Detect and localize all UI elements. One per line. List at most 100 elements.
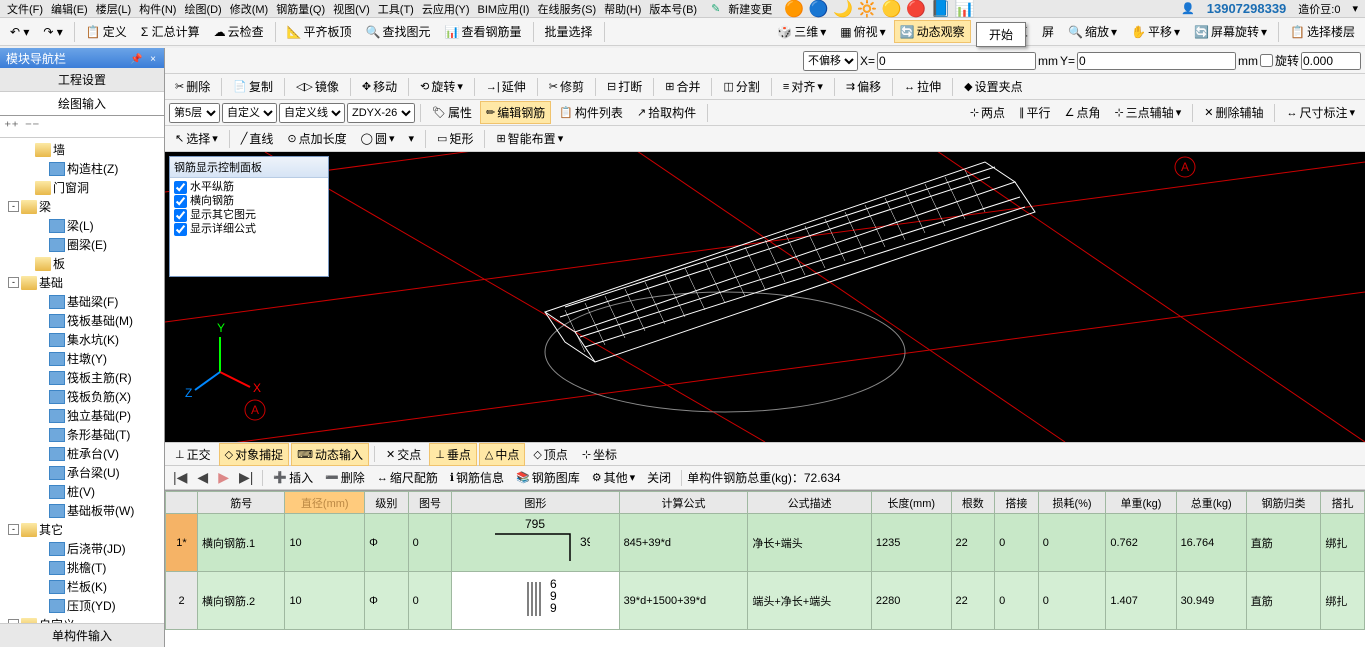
col-header[interactable]: 直径(mm)	[285, 492, 365, 514]
zoom-btn[interactable]: 🔍 缩放 ▾	[1062, 20, 1123, 43]
shrink-btn[interactable]: ↔ 缩尺配筋	[372, 467, 443, 488]
tree-node[interactable]: 基础板带(W)	[0, 501, 164, 520]
col-header[interactable]: 长度(mm)	[871, 492, 951, 514]
menu-item[interactable]: 绘图(D)	[181, 1, 224, 17]
rotate-btn[interactable]: ⟲ 旋转 ▾	[414, 75, 469, 98]
blank-btn[interactable]: ▾	[403, 129, 421, 148]
rotate-input[interactable]	[1301, 52, 1361, 70]
redo-btn[interactable]: ↷ ▾	[37, 22, 68, 42]
start-popup[interactable]: 开始	[976, 22, 1026, 47]
3d-view-btn[interactable]: 🎲 三维 ▾	[771, 20, 832, 43]
col-header[interactable]: 筋号	[198, 492, 285, 514]
tree-node[interactable]: 后浇带(JD)	[0, 539, 164, 558]
find-btn[interactable]: 🔍 查找图元	[360, 20, 437, 43]
pan-btn[interactable]: ✋ 平移 ▾	[1125, 20, 1186, 43]
close-btn[interactable]: 关闭	[642, 467, 676, 488]
copy-btn[interactable]: 📄 复制	[227, 75, 279, 98]
menu-item[interactable]: 云应用(Y)	[419, 1, 473, 17]
menu-item[interactable]: 楼层(L)	[93, 1, 134, 17]
x-input[interactable]	[877, 52, 1036, 70]
select-floor-btn[interactable]: 📋 选择楼层	[1284, 20, 1361, 43]
new-change-btn[interactable]: 新建变更	[725, 1, 775, 17]
eng-settings-tab[interactable]: 工程设置	[0, 68, 164, 92]
sum-btn[interactable]: Σ 汇总计算	[135, 20, 206, 43]
tree-node[interactable]: 门窗洞	[0, 178, 164, 197]
tree-node[interactable]: 桩(V)	[0, 482, 164, 501]
mirror-btn[interactable]: ◁▷ 镜像	[290, 75, 345, 98]
tree-node[interactable]: 梁(L)	[0, 216, 164, 235]
menu-item[interactable]: 帮助(H)	[601, 1, 644, 17]
edit-rebar-btn[interactable]: ✏ 编辑钢筋	[480, 101, 551, 124]
twopoint-btn[interactable]: ⊹ 两点	[964, 101, 1011, 124]
menu-item[interactable]: 在线服务(S)	[534, 1, 599, 17]
tree-node[interactable]: 挑檐(T)	[0, 558, 164, 577]
pin-icon[interactable]: 📌	[128, 54, 144, 65]
comp-list-btn[interactable]: 📋 构件列表	[553, 101, 629, 124]
tree-node[interactable]: -基础	[0, 273, 164, 292]
undo-btn[interactable]: ↶ ▾	[4, 22, 35, 42]
tree-node[interactable]: 压顶(YD)	[0, 596, 164, 615]
dim-btn[interactable]: ↔ 尺寸标注 ▾	[1280, 101, 1361, 124]
tree-node[interactable]: 桩承台(V)	[0, 444, 164, 463]
offset-select[interactable]: 不偏移	[803, 51, 858, 71]
menu-item[interactable]: 工具(T)	[375, 1, 417, 17]
display-option[interactable]: 水平纵筋	[174, 180, 324, 194]
last-btn[interactable]: ▶|	[235, 469, 257, 486]
collapse-icon[interactable]: ⁻⁻	[25, 118, 40, 135]
offset-btn[interactable]: ⇉ 偏移	[840, 75, 887, 98]
next-btn[interactable]: ▶	[214, 469, 233, 486]
col-header[interactable]: 图号	[408, 492, 452, 514]
col-header[interactable]: 搭扎	[1321, 492, 1365, 514]
menu-item[interactable]: 文件(F)	[4, 1, 46, 17]
tree-node[interactable]: 柱墩(Y)	[0, 349, 164, 368]
menu-item[interactable]: BIM应用(I)	[475, 1, 533, 17]
pt-len-btn[interactable]: ⊙ 点加长度	[281, 127, 352, 150]
col-header[interactable]: 损耗(%)	[1038, 492, 1106, 514]
screen-btn[interactable]: 屏	[1036, 20, 1060, 43]
dropdown-icon[interactable]: ▾	[1349, 2, 1361, 15]
merge-btn[interactable]: ⊞ 合并	[659, 75, 706, 98]
vertex-btn[interactable]: ◇ 顶点	[527, 443, 573, 466]
break-btn[interactable]: ⊟ 打断	[601, 75, 648, 98]
dynamic-view-btn[interactable]: 🔄 动态观察	[894, 20, 971, 43]
other-btn[interactable]: ⚙ 其他 ▾	[587, 467, 640, 488]
table-row[interactable]: 2横向钢筋.210Φ069939*d+1500+39*d端头+净长+端头2280…	[166, 572, 1365, 630]
tree-node[interactable]: 板	[0, 254, 164, 273]
col-header[interactable]: 总重(kg)	[1176, 492, 1246, 514]
intersect-btn[interactable]: ✕ 交点	[380, 443, 427, 466]
cloud-check-btn[interactable]: ☁ 云检查	[208, 20, 270, 43]
display-option[interactable]: 显示详细公式	[174, 222, 324, 236]
display-option[interactable]: 显示其它图元	[174, 208, 324, 222]
select-btn[interactable]: ↖ 选择 ▾	[169, 127, 224, 150]
tree-node[interactable]: 独立基础(P)	[0, 406, 164, 425]
rebar-info-btn[interactable]: ℹ 钢筋信息	[445, 467, 509, 488]
del-btn[interactable]: ✂ 删除	[169, 75, 216, 98]
tree-node[interactable]: 构造柱(Z)	[0, 159, 164, 178]
tree-node[interactable]: 栏板(K)	[0, 577, 164, 596]
flat-btn[interactable]: 📐 平齐板顶	[281, 20, 358, 43]
tree-node[interactable]: 圈梁(E)	[0, 235, 164, 254]
top-view-btn[interactable]: ▦ 俯视 ▾	[834, 20, 891, 43]
close-icon[interactable]: ×	[148, 54, 158, 65]
stretch-btn[interactable]: ↔ 拉伸	[898, 75, 947, 98]
tree-node[interactable]: 墙	[0, 140, 164, 159]
line-btn[interactable]: ╱ 直线	[235, 127, 280, 150]
pick-btn[interactable]: ↗ 拾取构件	[631, 101, 702, 124]
coord-btn[interactable]: ⊹ 坐标	[576, 443, 623, 466]
draw-input-tab[interactable]: 绘图输入	[0, 92, 164, 116]
smart-btn[interactable]: ⊞ 智能布置 ▾	[490, 127, 569, 150]
osnap-btn[interactable]: ◇ 对象捕捉	[219, 443, 289, 466]
mid-btn[interactable]: △ 中点	[479, 443, 525, 466]
tree-node[interactable]: -自定义	[0, 615, 164, 623]
prev-btn[interactable]: ◀	[193, 469, 212, 486]
rebar-lib-btn[interactable]: 📚 钢筋图库	[511, 467, 585, 488]
define-btn[interactable]: 📋 定义	[80, 20, 133, 43]
col-header[interactable]: 单重(kg)	[1106, 492, 1176, 514]
tree-node[interactable]: 筏板负筋(X)	[0, 387, 164, 406]
tree-node[interactable]: -其它	[0, 520, 164, 539]
menu-item[interactable]: 钢筋量(Q)	[273, 1, 328, 17]
rect-btn[interactable]: ▭ 矩形	[431, 127, 479, 150]
perp-btn[interactable]: ⊥ 垂点	[429, 443, 477, 466]
col-header[interactable]: 搭接	[995, 492, 1039, 514]
tree-node[interactable]: 基础梁(F)	[0, 292, 164, 311]
